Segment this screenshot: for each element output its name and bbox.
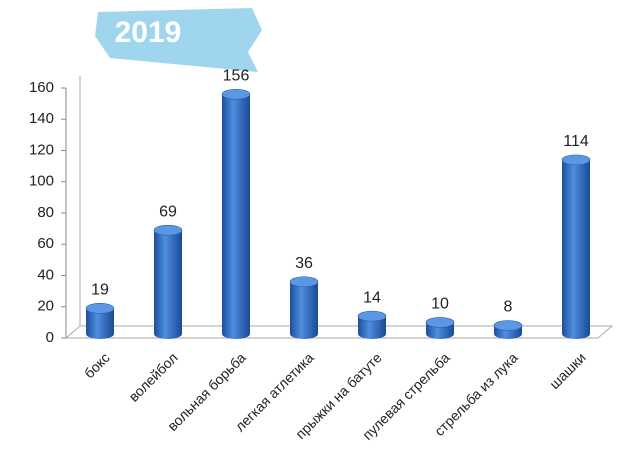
value-label: 156 bbox=[223, 67, 250, 84]
bar bbox=[222, 89, 250, 339]
x-tick-label: шашки bbox=[546, 349, 589, 392]
bar-top bbox=[85, 303, 115, 314]
bar-top bbox=[425, 317, 455, 328]
bar-top bbox=[357, 310, 387, 322]
bar-top bbox=[493, 320, 523, 331]
value-label: 10 bbox=[431, 296, 449, 313]
bar bbox=[154, 225, 183, 339]
value-label: 19 bbox=[91, 282, 109, 299]
y-tick-label: 0 bbox=[46, 329, 54, 346]
bar bbox=[562, 154, 590, 339]
floor bbox=[64, 325, 614, 339]
bar bbox=[290, 276, 318, 339]
bar-top bbox=[561, 154, 591, 166]
y-tick-label: 140 bbox=[29, 110, 54, 127]
y-tick-label: 160 bbox=[29, 79, 54, 96]
value-label: 8 bbox=[504, 299, 513, 316]
bar-top bbox=[153, 224, 183, 236]
y-tick-label: 80 bbox=[37, 204, 54, 221]
value-label: 69 bbox=[159, 203, 177, 220]
chart-title: 2019 bbox=[115, 16, 182, 49]
y-tick-label: 60 bbox=[37, 235, 54, 252]
x-tick-label: волейбол bbox=[125, 349, 180, 404]
value-label: 14 bbox=[363, 289, 381, 306]
y-tick-label: 100 bbox=[29, 173, 54, 190]
title-banner bbox=[95, 8, 262, 72]
x-tick-label: бокс bbox=[81, 349, 113, 381]
value-label: 114 bbox=[563, 133, 589, 150]
y-tick-label: 40 bbox=[37, 266, 54, 283]
y-tick-label: 20 bbox=[37, 298, 54, 315]
bar-top bbox=[221, 88, 251, 100]
y-tick-label: 120 bbox=[29, 141, 54, 158]
value-label: 36 bbox=[295, 255, 313, 272]
bar-top bbox=[289, 276, 319, 288]
